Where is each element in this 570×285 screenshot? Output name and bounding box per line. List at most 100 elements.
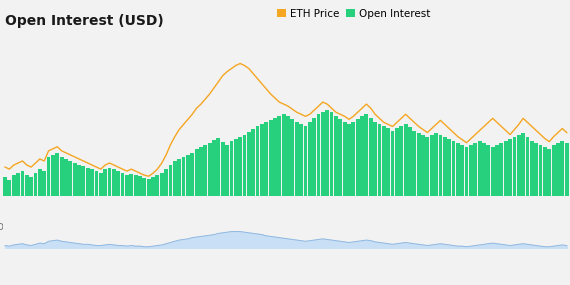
Bar bbox=[151, 177, 155, 196]
Bar bbox=[421, 135, 425, 196]
Bar bbox=[217, 138, 220, 196]
Bar bbox=[495, 145, 499, 196]
Bar bbox=[404, 125, 408, 196]
Bar bbox=[521, 133, 525, 196]
Bar bbox=[565, 143, 569, 196]
Bar bbox=[400, 127, 403, 196]
Bar bbox=[60, 157, 63, 196]
Bar bbox=[142, 178, 146, 196]
Bar bbox=[86, 168, 89, 196]
Bar bbox=[286, 116, 290, 196]
Bar bbox=[352, 122, 355, 196]
Bar bbox=[121, 173, 124, 196]
Bar bbox=[238, 137, 242, 196]
Bar bbox=[64, 159, 68, 196]
Bar bbox=[169, 165, 172, 196]
Bar bbox=[177, 159, 181, 196]
Bar bbox=[160, 173, 164, 196]
Bar bbox=[512, 137, 516, 196]
Bar bbox=[539, 145, 543, 196]
Bar bbox=[12, 175, 15, 196]
Bar bbox=[134, 175, 137, 196]
Bar bbox=[47, 157, 51, 196]
Bar bbox=[68, 161, 72, 196]
Bar bbox=[21, 171, 25, 196]
Bar bbox=[77, 165, 81, 196]
Bar bbox=[268, 120, 272, 196]
Bar bbox=[147, 179, 150, 196]
Bar bbox=[347, 125, 351, 196]
Bar bbox=[425, 137, 429, 196]
Bar bbox=[195, 149, 198, 196]
Bar bbox=[51, 155, 55, 196]
Bar bbox=[321, 112, 325, 196]
Bar bbox=[82, 166, 86, 196]
Bar bbox=[108, 168, 112, 196]
Bar bbox=[373, 122, 377, 196]
Bar bbox=[312, 118, 316, 196]
Bar bbox=[95, 171, 99, 196]
Bar bbox=[504, 141, 508, 196]
Bar bbox=[460, 145, 464, 196]
Bar bbox=[251, 129, 255, 196]
Bar bbox=[7, 180, 11, 196]
Bar bbox=[73, 163, 76, 196]
Bar bbox=[264, 122, 268, 196]
Bar bbox=[547, 149, 551, 196]
Bar bbox=[225, 145, 229, 196]
Bar bbox=[499, 143, 503, 196]
Bar bbox=[325, 110, 329, 196]
Bar bbox=[377, 125, 381, 196]
Bar bbox=[382, 127, 386, 196]
Text: Open Interest (USD): Open Interest (USD) bbox=[5, 15, 164, 28]
Bar bbox=[356, 119, 360, 196]
Bar bbox=[417, 133, 421, 196]
Bar bbox=[434, 133, 438, 196]
Bar bbox=[34, 173, 38, 196]
Bar bbox=[221, 142, 225, 196]
Bar bbox=[412, 131, 416, 196]
Bar bbox=[408, 127, 412, 196]
Bar bbox=[243, 135, 246, 196]
Bar bbox=[469, 145, 473, 196]
Bar bbox=[369, 118, 373, 196]
Bar bbox=[125, 175, 129, 196]
Bar bbox=[395, 129, 399, 196]
Bar bbox=[230, 141, 233, 196]
Bar bbox=[299, 125, 303, 196]
Bar bbox=[129, 174, 133, 196]
Bar bbox=[234, 139, 238, 196]
Bar bbox=[486, 145, 490, 196]
Bar bbox=[260, 125, 264, 196]
Bar bbox=[534, 143, 538, 196]
Bar bbox=[273, 118, 277, 196]
Bar bbox=[530, 141, 534, 196]
Bar bbox=[207, 143, 211, 196]
Bar bbox=[304, 127, 307, 196]
Bar bbox=[25, 175, 28, 196]
Bar bbox=[517, 135, 521, 196]
Bar bbox=[556, 143, 560, 196]
Bar bbox=[329, 112, 333, 196]
Bar bbox=[478, 141, 482, 196]
Bar bbox=[508, 139, 512, 196]
Bar bbox=[430, 135, 434, 196]
Bar bbox=[29, 177, 33, 196]
Bar bbox=[552, 145, 556, 196]
Bar bbox=[278, 116, 281, 196]
Bar bbox=[156, 175, 160, 196]
Bar bbox=[482, 143, 486, 196]
Bar bbox=[186, 155, 190, 196]
Bar bbox=[90, 169, 94, 196]
Bar bbox=[203, 145, 207, 196]
Bar bbox=[42, 171, 46, 196]
Bar bbox=[308, 122, 312, 196]
Bar bbox=[343, 122, 347, 196]
Bar bbox=[173, 161, 177, 196]
Bar bbox=[99, 173, 103, 196]
Bar bbox=[247, 132, 251, 196]
Bar bbox=[3, 177, 7, 196]
Bar bbox=[282, 114, 286, 196]
Bar bbox=[334, 116, 338, 196]
Bar bbox=[543, 147, 547, 196]
